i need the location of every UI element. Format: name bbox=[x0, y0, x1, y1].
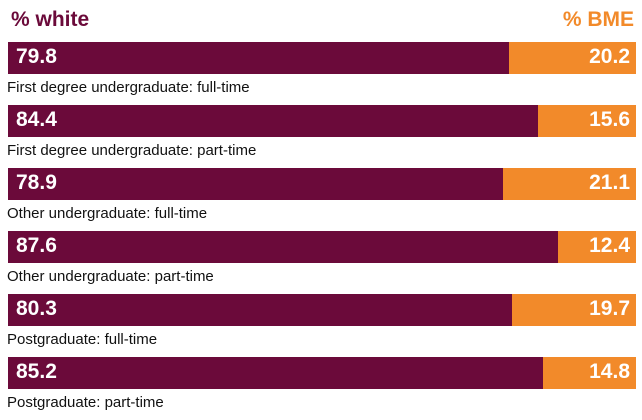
value-label-white: 80.3 bbox=[16, 297, 57, 320]
value-label-bme: 14.8 bbox=[589, 360, 630, 383]
value-label-bme: 21.1 bbox=[589, 171, 630, 194]
stacked-bar: 87.6 12.4 bbox=[8, 231, 636, 263]
stacked-bar: 79.8 20.2 bbox=[8, 42, 636, 74]
bar-segment-bme: 19.7 bbox=[512, 294, 636, 326]
bar-segment-white: 78.9 bbox=[8, 168, 504, 200]
stacked-bar-chart: 79.8 20.2 First degree undergraduate: full… bbox=[0, 42, 642, 420]
value-label-bme: 19.7 bbox=[589, 297, 630, 320]
bar-row: 87.6 12.4 Other undergraduate: part-time bbox=[0, 231, 642, 294]
bar-segment-white: 84.4 bbox=[8, 105, 539, 137]
stacked-bar: 80.3 19.7 bbox=[8, 294, 636, 326]
bar-segment-white: 87.6 bbox=[8, 231, 559, 263]
bar-segment-white: 80.3 bbox=[8, 294, 513, 326]
bar-segment-white: 85.2 bbox=[8, 357, 544, 389]
category-label: Other undergraduate: part-time bbox=[7, 268, 214, 285]
bar-row: 80.3 19.7 Postgraduate: full-time bbox=[0, 294, 642, 357]
value-label-white: 84.4 bbox=[16, 108, 57, 131]
value-label-bme: 12.4 bbox=[589, 234, 630, 257]
value-label-bme: 15.6 bbox=[589, 108, 630, 131]
bar-row: 78.9 21.1 Other undergraduate: full-time bbox=[0, 168, 642, 231]
bar-row: 79.8 20.2 First degree undergraduate: full… bbox=[0, 42, 642, 105]
bar-segment-bme: 14.8 bbox=[543, 357, 636, 389]
bar-segment-bme: 21.1 bbox=[503, 168, 636, 200]
stacked-bar: 85.2 14.8 bbox=[8, 357, 636, 389]
stacked-bar: 84.4 15.6 bbox=[8, 105, 636, 137]
legend-bme-label: % BME bbox=[562, 8, 634, 31]
legend-white-label: % white bbox=[11, 8, 90, 31]
category-label: Other undergraduate: full-time bbox=[7, 205, 208, 222]
bar-row: 84.4 15.6 First degree undergraduate: part… bbox=[0, 105, 642, 168]
value-label-white: 87.6 bbox=[16, 234, 57, 257]
legend-header: % white % BME bbox=[0, 4, 642, 38]
bar-segment-bme: 20.2 bbox=[509, 42, 636, 74]
bar-segment-bme: 15.6 bbox=[538, 105, 636, 137]
value-label-white: 78.9 bbox=[16, 171, 57, 194]
bar-segment-bme: 12.4 bbox=[558, 231, 636, 263]
category-label: Postgraduate: full-time bbox=[7, 331, 158, 348]
value-label-white: 79.8 bbox=[16, 45, 57, 68]
value-label-bme: 20.2 bbox=[589, 45, 630, 68]
bar-row: 85.2 14.8 Postgraduate: part-time bbox=[0, 357, 642, 420]
category-label: First degree undergraduate: full-time bbox=[7, 79, 250, 96]
bar-segment-white: 79.8 bbox=[8, 42, 510, 74]
category-label: First degree undergraduate: part-time bbox=[7, 142, 257, 159]
value-label-white: 85.2 bbox=[16, 360, 57, 383]
stacked-bar: 78.9 21.1 bbox=[8, 168, 636, 200]
category-label: Postgraduate: part-time bbox=[7, 394, 164, 411]
